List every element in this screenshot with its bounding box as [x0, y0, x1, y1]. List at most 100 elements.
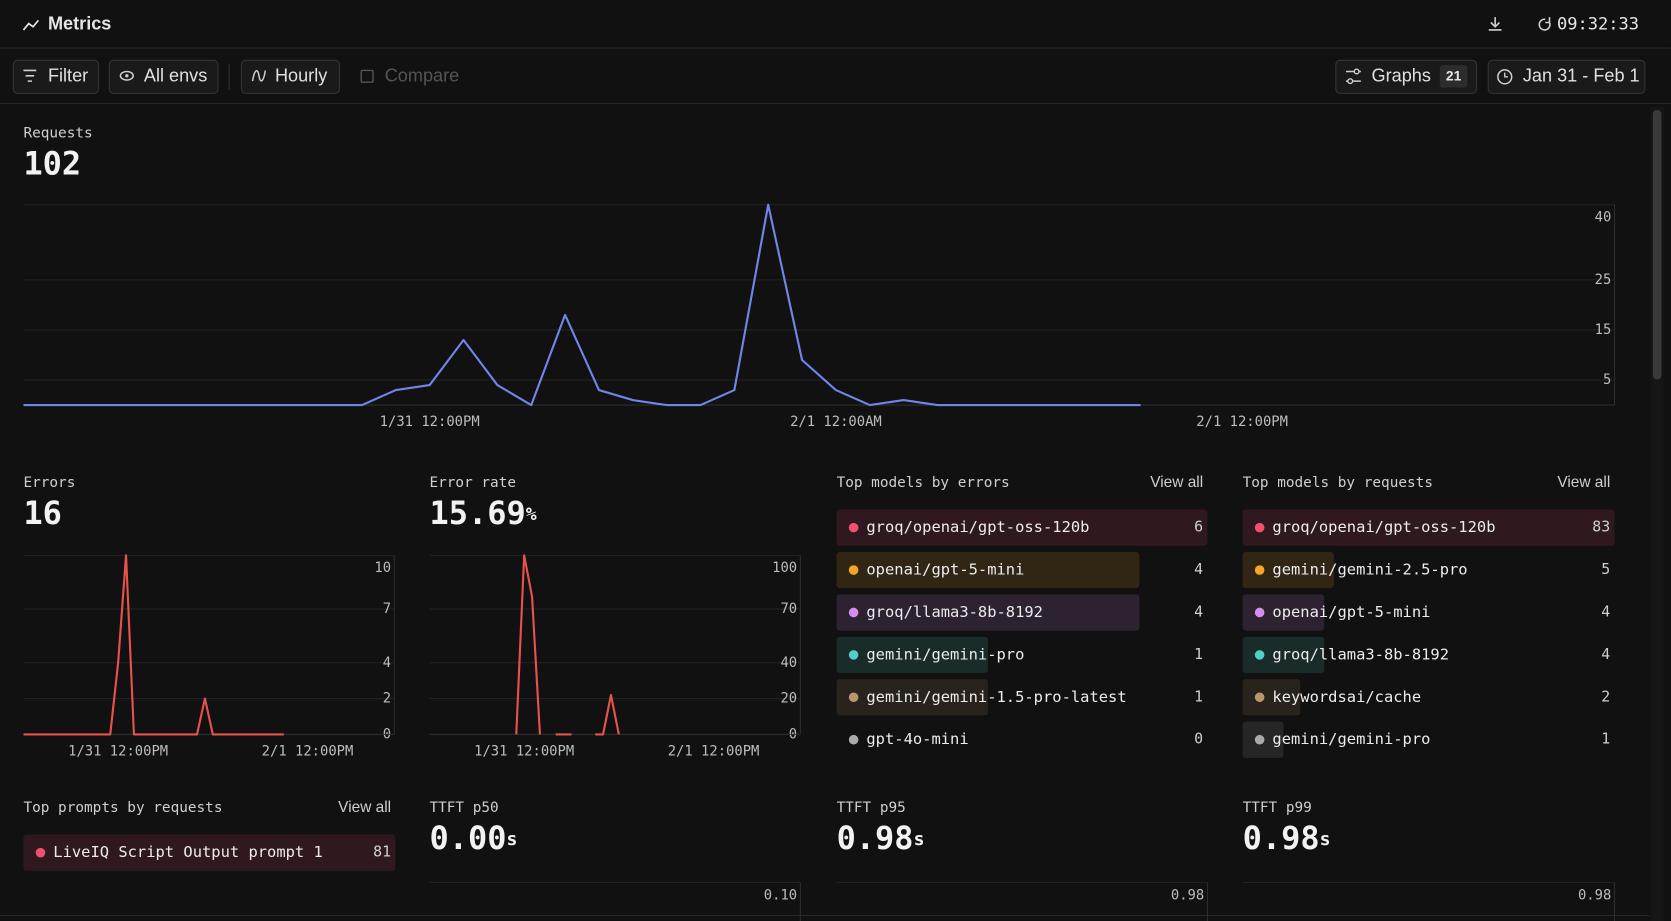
- chart-title: TTFT p95: [837, 800, 906, 816]
- x-tick-label: 2/1 12:00PM: [668, 743, 760, 759]
- x-tick-label: 1/31 12:00PM: [380, 414, 480, 430]
- download-button[interactable]: [1488, 17, 1502, 31]
- list-name[interactable]: gpt-4o-mini: [866, 730, 968, 748]
- list-title: Top models by errors: [837, 475, 1010, 491]
- list-title: Top prompts by requests: [23, 800, 222, 816]
- list-dot: [1254, 565, 1265, 575]
- y-tick-label: 15: [1595, 322, 1612, 338]
- list-dot: [848, 650, 859, 660]
- metric-value: 102: [23, 144, 81, 182]
- graphs-button[interactable]: Graphs 21: [1335, 59, 1478, 94]
- list-dot: [848, 565, 859, 575]
- list-bar: [836, 509, 1208, 546]
- metric-value: 0.00s: [429, 819, 517, 857]
- list-value: 1: [1194, 687, 1203, 705]
- list-value: 1: [1194, 645, 1203, 663]
- metric-number: 16: [23, 494, 62, 532]
- filter-label[interactable]: Filter: [48, 66, 88, 86]
- list-value: 81: [373, 843, 391, 861]
- list-name[interactable]: groq/llama3-8b-8192: [1272, 645, 1449, 663]
- refresh-time[interactable]: 09:32:33: [1557, 15, 1639, 35]
- view-all-link[interactable]: View all: [1150, 474, 1203, 491]
- list-name[interactable]: groq/openai/gpt-oss-120b: [1272, 518, 1495, 536]
- y-tick-label: 0.98: [1578, 887, 1611, 903]
- chart-title: Error rate: [429, 475, 516, 491]
- list-name[interactable]: LiveIQ Script Output prompt 1: [53, 843, 323, 861]
- y-tick-label: 7: [383, 601, 391, 617]
- list-bar: [1242, 594, 1325, 631]
- list-name[interactable]: gemini/gemini-2.5-pro: [1272, 561, 1467, 579]
- list-name[interactable]: openai/gpt-5-mini: [1272, 603, 1430, 621]
- metric-unit: s: [914, 829, 925, 850]
- graphs-label[interactable]: Graphs: [1372, 66, 1431, 86]
- metrics-icon: [22, 19, 40, 31]
- list-name[interactable]: openai/gpt-5-mini: [866, 561, 1024, 579]
- list-bar: [836, 636, 988, 673]
- x-tick-label: 2/1 12:00PM: [1196, 414, 1288, 430]
- list-bar: [836, 551, 1140, 589]
- list-dot: [1254, 692, 1265, 703]
- list-value: 0: [1194, 730, 1203, 748]
- list-name[interactable]: gemini/gemini-pro: [866, 645, 1024, 663]
- list-dot: [848, 692, 859, 703]
- page-title: Metrics: [48, 13, 111, 33]
- y-tick-label: 20: [780, 691, 797, 707]
- metric-value: 0.98s: [837, 819, 925, 857]
- metric-value: 16: [23, 494, 62, 532]
- chart-title: Errors: [23, 475, 75, 491]
- x-tick-label: 1/31 12:00PM: [68, 743, 168, 759]
- list-value: 4: [1194, 602, 1203, 620]
- series-line: [23, 554, 284, 736]
- list-value: 4: [1601, 602, 1610, 620]
- list-bar: [836, 594, 1140, 631]
- list-name[interactable]: gemini/gemini-pro: [1272, 730, 1430, 748]
- y-tick-label: 0.98: [1171, 887, 1204, 903]
- list-name[interactable]: keywordsai/cache: [1272, 688, 1421, 706]
- view-all-link[interactable]: View all: [338, 799, 391, 816]
- list-bar: [1242, 636, 1325, 673]
- interval-label[interactable]: Hourly: [275, 66, 328, 86]
- metric-number: 0.98: [1243, 819, 1320, 857]
- graphs-count[interactable]: 21: [1446, 68, 1462, 84]
- list-bar: [23, 834, 396, 871]
- env-label[interactable]: All envs: [144, 66, 207, 86]
- x-tick-label: 2/1 12:00AM: [790, 414, 882, 430]
- list-name[interactable]: groq/openai/gpt-oss-120b: [866, 518, 1089, 536]
- list-dot: [1254, 607, 1265, 618]
- metric-number: 0.00: [429, 819, 506, 857]
- list-title: Top models by requests: [1243, 475, 1433, 491]
- list-dot: [1254, 522, 1265, 533]
- scrollbar-thumb[interactable]: [1652, 109, 1662, 380]
- metric-number: 15.69: [429, 494, 525, 532]
- date-range-label[interactable]: Jan 31 - Feb 1: [1523, 66, 1640, 86]
- interval-button[interactable]: Hourly: [240, 59, 340, 94]
- metric-number: 102: [23, 144, 81, 182]
- list-dot: [848, 734, 859, 745]
- compare-button[interactable]: Compare: [360, 66, 459, 86]
- list-dot: [848, 522, 859, 533]
- date-range-button[interactable]: Jan 31 - Feb 1: [1487, 59, 1646, 94]
- view-all-link[interactable]: View all: [1557, 474, 1610, 491]
- refresh-icon[interactable]: [1538, 17, 1551, 31]
- list-value: 83: [1592, 518, 1610, 536]
- list-bar: [1242, 509, 1615, 546]
- list-dot: [1254, 734, 1265, 745]
- metric-unit: %: [526, 504, 537, 525]
- series-line: [23, 203, 1141, 407]
- list-bar: [1242, 551, 1334, 589]
- list-name[interactable]: groq/llama3-8b-8192: [866, 603, 1043, 621]
- y-tick-label: 2: [383, 691, 391, 707]
- x-tick-label: 1/31 12:00PM: [474, 743, 574, 759]
- y-tick-label: 4: [383, 655, 391, 671]
- y-tick-label: 40: [780, 655, 797, 671]
- list-name[interactable]: gemini/gemini-1.5-pro-latest: [866, 688, 1126, 706]
- y-tick-label: 5: [1603, 372, 1611, 388]
- env-button[interactable]: All envs: [108, 59, 219, 94]
- list-bar: [1242, 679, 1301, 716]
- chart-title: TTFT p99: [1243, 800, 1312, 816]
- filter-button[interactable]: Filter: [12, 59, 100, 94]
- list-dot: [1254, 650, 1265, 660]
- compare-label[interactable]: Compare: [385, 66, 459, 86]
- chart-title: TTFT p50: [429, 800, 498, 816]
